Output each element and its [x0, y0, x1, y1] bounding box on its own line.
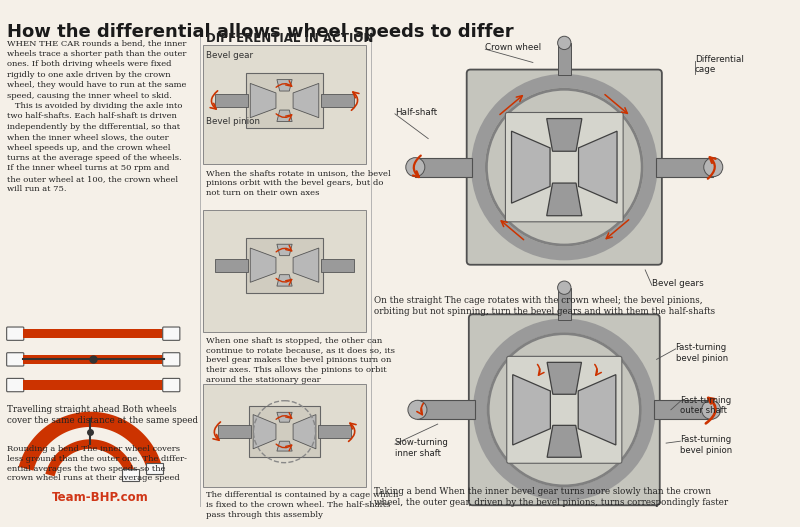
Bar — [250, 406, 320, 457]
Polygon shape — [293, 248, 318, 282]
Circle shape — [408, 401, 427, 419]
Polygon shape — [546, 119, 582, 151]
Text: Differential
cage: Differential cage — [694, 55, 743, 74]
Text: How the differential allows wheel speeds to differ: How the differential allows wheel speeds… — [6, 23, 514, 41]
Bar — [122, 470, 139, 481]
Text: Fast-turning
bevel pinion: Fast-turning bevel pinion — [680, 435, 733, 455]
Circle shape — [558, 36, 571, 50]
Bar — [415, 158, 473, 177]
Circle shape — [702, 401, 721, 419]
Bar — [202, 210, 366, 332]
Bar — [654, 401, 711, 419]
FancyBboxPatch shape — [6, 327, 24, 340]
Text: Fast-turning
outer shaft: Fast-turning outer shaft — [680, 396, 732, 415]
Bar — [558, 288, 571, 320]
Polygon shape — [277, 80, 292, 91]
Bar — [215, 259, 248, 272]
Bar — [558, 43, 571, 75]
Bar — [146, 463, 163, 474]
Text: When one shaft is stopped, the other can
continue to rotate because, as it does : When one shaft is stopped, the other can… — [206, 337, 394, 384]
Polygon shape — [18, 412, 162, 471]
Polygon shape — [546, 183, 582, 216]
Text: Travelling straight ahead Both wheels
cover the same distance at the same speed: Travelling straight ahead Both wheels co… — [6, 405, 198, 425]
Bar — [321, 259, 354, 272]
Polygon shape — [253, 415, 276, 449]
Circle shape — [558, 281, 571, 295]
FancyBboxPatch shape — [162, 378, 180, 392]
Text: DIFFERENTIAL IN ACTION: DIFFERENTIAL IN ACTION — [206, 32, 374, 45]
FancyBboxPatch shape — [506, 356, 622, 463]
Text: Crown wheel: Crown wheel — [486, 43, 542, 53]
Text: Taking a bend When the inner bevel gear turns more slowly than the crown
wheel, : Taking a bend When the inner bevel gear … — [374, 487, 728, 508]
Bar — [23, 380, 164, 390]
Polygon shape — [513, 375, 550, 445]
Text: Bevel gears: Bevel gears — [652, 279, 703, 288]
Polygon shape — [511, 131, 550, 203]
FancyBboxPatch shape — [6, 378, 24, 392]
Polygon shape — [293, 415, 316, 449]
Circle shape — [704, 158, 722, 177]
Text: Half-shaft: Half-shaft — [395, 108, 437, 117]
Polygon shape — [547, 425, 582, 457]
FancyBboxPatch shape — [466, 70, 662, 265]
Bar — [202, 45, 366, 164]
Text: Team-BHP.com: Team-BHP.com — [52, 491, 149, 504]
Bar — [418, 401, 474, 419]
Polygon shape — [277, 441, 292, 451]
Polygon shape — [250, 83, 276, 118]
FancyBboxPatch shape — [6, 353, 24, 366]
Bar — [656, 158, 714, 177]
Polygon shape — [277, 110, 292, 122]
Polygon shape — [277, 244, 292, 256]
Polygon shape — [293, 83, 318, 118]
Polygon shape — [46, 440, 135, 476]
Polygon shape — [547, 363, 582, 394]
Polygon shape — [277, 412, 292, 422]
Text: Rounding a bend The inner wheel covers
less ground than the outer one. The diffe: Rounding a bend The inner wheel covers l… — [6, 445, 186, 482]
Text: Bevel gear: Bevel gear — [206, 51, 253, 60]
FancyBboxPatch shape — [162, 353, 180, 366]
Polygon shape — [578, 375, 616, 445]
Bar — [318, 425, 351, 438]
Text: When the shafts rotate in unison, the bevel
pinions orbit with the bevel gears, : When the shafts rotate in unison, the be… — [206, 169, 390, 197]
Circle shape — [406, 158, 425, 177]
FancyBboxPatch shape — [469, 314, 660, 505]
Text: Bevel pinion: Bevel pinion — [206, 116, 259, 126]
Bar — [202, 384, 366, 487]
Polygon shape — [277, 275, 292, 286]
FancyBboxPatch shape — [162, 327, 180, 340]
Bar — [218, 425, 251, 438]
FancyBboxPatch shape — [506, 112, 623, 222]
Text: The differential is contained by a cage which
is fixed to the crown wheel. The h: The differential is contained by a cage … — [206, 491, 398, 519]
Bar — [321, 94, 354, 107]
Polygon shape — [578, 131, 617, 203]
Bar — [246, 238, 322, 292]
Bar — [23, 355, 164, 364]
Bar — [246, 73, 322, 128]
Text: Fast-turning
bevel pinion: Fast-turning bevel pinion — [676, 343, 728, 363]
Text: Slow-turning
inner shaft: Slow-turning inner shaft — [395, 438, 449, 458]
Bar — [215, 94, 248, 107]
Polygon shape — [250, 248, 276, 282]
Bar — [23, 329, 164, 338]
Text: On the straight The cage rotates with the crown wheel; the bevel pinions,
orbiti: On the straight The cage rotates with th… — [374, 296, 715, 316]
Text: WHEN THE CAR rounds a bend, the inner
wheels trace a shorter path than the outer: WHEN THE CAR rounds a bend, the inner wh… — [6, 40, 186, 193]
